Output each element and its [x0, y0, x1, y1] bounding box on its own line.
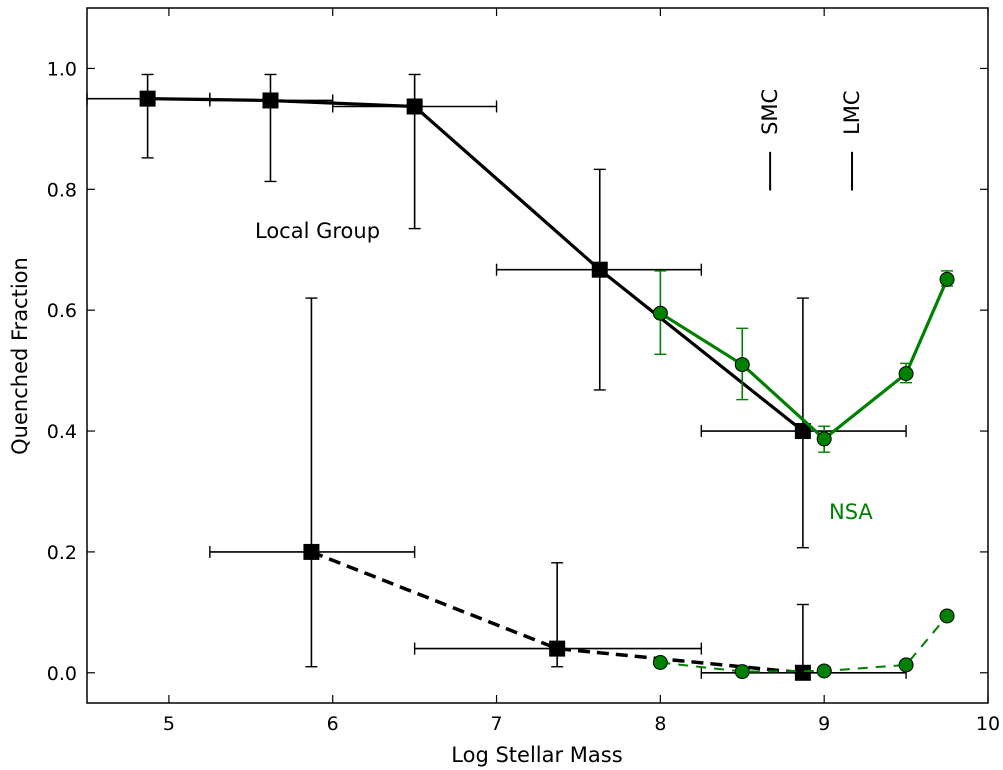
nsa-solid-series [652, 270, 955, 453]
nsa-marker [939, 608, 955, 624]
smc-label: SMC [758, 89, 782, 135]
y-tick-label: 0.6 [47, 300, 77, 322]
nsa-marker [652, 655, 668, 671]
lmc-label: LMC [840, 90, 864, 134]
y-axis-label: Quenched Fraction [8, 257, 32, 455]
x-tick-label: 7 [490, 713, 502, 735]
nsa-marker [816, 431, 832, 447]
local_group-solid-line [147, 97, 804, 433]
nsa-dashed-series [652, 608, 955, 680]
local-group-marker [406, 98, 423, 115]
local-group-marker [794, 423, 811, 440]
y-tick-label: 1.0 [47, 58, 77, 80]
local_group-dashed-line [310, 550, 804, 675]
local-group-marker [303, 543, 320, 560]
local-group-marker [591, 261, 608, 278]
x-tick-label: 9 [818, 713, 830, 735]
nsa-marker [652, 305, 668, 321]
y-tick-label: 0.2 [47, 542, 77, 564]
nsa-marker [734, 357, 750, 373]
local_group-solid-series [86, 73, 907, 549]
x-tick-label: 10 [976, 713, 1000, 735]
y-tick-label: 0.8 [47, 179, 77, 201]
local_group-dashed-series [209, 297, 907, 681]
local-group-marker [549, 640, 566, 657]
nsa-marker [898, 366, 914, 382]
series-layer [86, 73, 955, 681]
x-tick-label: 8 [654, 713, 666, 735]
local-group-marker [262, 92, 279, 109]
nsa-marker [898, 657, 914, 673]
local-group-marker [139, 90, 156, 107]
nsa-marker [939, 271, 955, 287]
plot-frame [86, 7, 989, 704]
local-group-marker [794, 664, 811, 681]
x-tick-label: 6 [327, 713, 339, 735]
local-group-label: Local Group [255, 219, 380, 243]
annotation-layer: Local Group NSA SMC LMC [255, 89, 873, 524]
y-tick-label: 0.4 [47, 421, 77, 443]
nsa-solid-line [659, 278, 949, 441]
nsa-marker [816, 663, 832, 679]
nsa-label: NSA [829, 500, 873, 524]
x-axis-label: Log Stellar Mass [451, 743, 622, 767]
x-tick-label: 5 [163, 713, 175, 735]
nsa-marker [734, 664, 750, 680]
y-tick-label: 0.0 [47, 663, 77, 685]
